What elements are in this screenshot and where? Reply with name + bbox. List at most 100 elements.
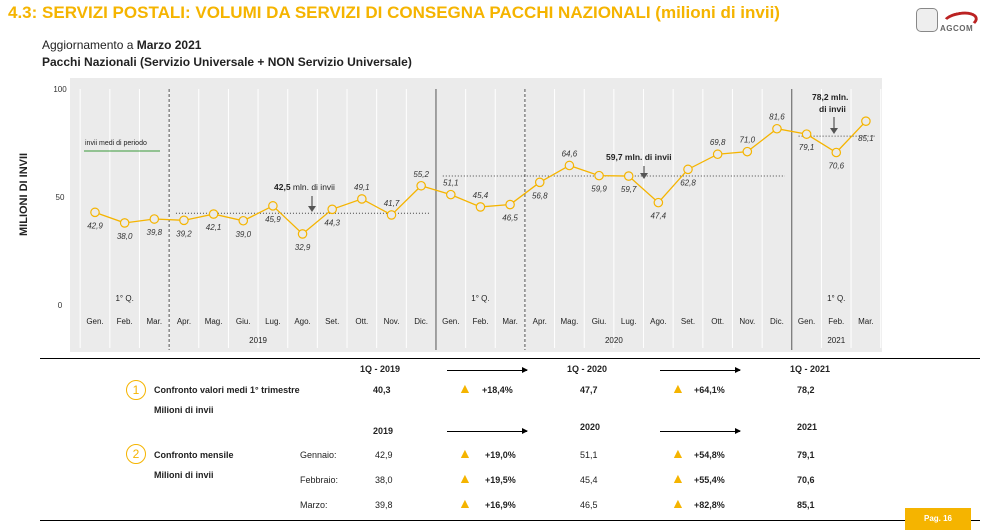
data-label: 70,6 <box>828 162 844 171</box>
row1-change-1: +18,4% <box>482 385 513 395</box>
quarter-label: 1° Q. <box>115 294 133 303</box>
x-tick-label: Mar. <box>147 317 163 326</box>
change-2021: +82,8% <box>694 500 725 510</box>
row1-header-2021: 1Q - 2021 <box>790 364 831 374</box>
x-tick-label: Gen. <box>86 317 103 326</box>
average-label-2019: 42,5 mln. di invii <box>274 182 335 192</box>
value-2021: 79,1 <box>797 450 815 460</box>
data-point <box>445 189 456 200</box>
data-point <box>238 215 249 226</box>
data-point <box>327 204 337 215</box>
data-point <box>801 129 812 139</box>
data-point <box>683 164 693 175</box>
row2-title: Confronto mensile <box>154 450 234 460</box>
change-2020: +19,5% <box>485 475 516 485</box>
data-label: 39,0 <box>235 230 251 239</box>
data-label: 32,9 <box>295 243 311 252</box>
data-label: 59,7 <box>621 185 637 194</box>
x-tick-label: Ago. <box>650 317 666 326</box>
arrow-up-icon: ▲ <box>458 380 472 396</box>
data-point <box>357 194 367 204</box>
data-label: 51,1 <box>443 179 459 188</box>
step-1-badge: 1 <box>126 380 146 400</box>
arrow-up-icon: ▲ <box>671 380 685 396</box>
arrow-right-icon <box>447 428 528 434</box>
data-label: 64,6 <box>562 149 578 158</box>
arrow-up-icon: ▲ <box>671 445 685 461</box>
x-tick-label: Giu. <box>236 317 251 326</box>
data-label: 59,9 <box>591 185 607 194</box>
x-tick-label: Dic. <box>414 317 428 326</box>
x-tick-label: Giu. <box>592 317 607 326</box>
x-tick-label: Feb. <box>117 317 133 326</box>
logo-text: AGCOM <box>940 24 974 33</box>
arrow-right-icon <box>660 428 741 434</box>
y-tick-label: 50 <box>56 193 65 202</box>
arrow-up-icon: ▲ <box>671 495 685 511</box>
arrow-up-icon: ▲ <box>458 470 472 486</box>
data-point <box>534 177 545 188</box>
x-tick-label: Feb. <box>828 317 844 326</box>
data-label: 71,0 <box>740 136 756 145</box>
average-label-2020: 59,7 mln. di invii <box>606 152 672 162</box>
x-tick-label: Set. <box>681 317 695 326</box>
arrow-right-icon <box>660 367 741 373</box>
year-label: 2020 <box>605 336 623 345</box>
step-2-badge: 2 <box>126 444 146 464</box>
row1-value-2019: 40,3 <box>373 385 391 395</box>
value-2020: 51,1 <box>580 450 598 460</box>
separator-bottom <box>40 520 980 521</box>
row2-header-2019: 2019 <box>373 426 394 436</box>
data-point <box>653 197 664 208</box>
quarter-label: 1° Q. <box>471 294 489 303</box>
data-point <box>712 149 723 160</box>
x-tick-label: Feb. <box>472 317 488 326</box>
data-point <box>623 171 634 181</box>
change-2021: +55,4% <box>694 475 725 485</box>
data-label: 46,5 <box>502 214 518 223</box>
average-label-2021-line2: di invii <box>819 104 846 114</box>
update-note: Aggiornamento a Marzo 2021 <box>42 38 201 52</box>
arrow-right-icon <box>447 367 528 373</box>
data-label: 45,9 <box>265 215 281 224</box>
agcom-logo: AGCOM <box>940 9 980 33</box>
chart-subtitle: Pacchi Nazionali (Servizio Universale + … <box>42 55 412 69</box>
data-point <box>861 116 871 126</box>
arrow-down-icon <box>830 128 838 134</box>
data-label: 49,1 <box>354 183 370 192</box>
row2-header-2021: 2021 <box>797 422 818 432</box>
data-label: 62,8 <box>680 178 696 187</box>
value-2020: 45,4 <box>580 475 598 485</box>
line-chart: 0 50 100 invii medi di periodo 42,5 mln. di … <box>53 85 882 350</box>
page-title: 4.3: SERVIZI POSTALI: VOLUMI DA SERVIZI … <box>8 3 780 22</box>
row1-subtitle: Milioni di invii <box>154 405 214 415</box>
value-2021: 85,1 <box>797 500 815 510</box>
data-point <box>386 210 397 220</box>
change-2020: +19,0% <box>485 450 516 460</box>
emblem-logo <box>916 8 938 32</box>
data-label: 42,1 <box>206 223 222 232</box>
data-point <box>772 123 782 134</box>
data-point <box>594 170 604 181</box>
row1-value-2021: 78,2 <box>797 385 815 395</box>
data-label: 55,2 <box>413 170 429 179</box>
arrow-down-icon <box>640 173 648 179</box>
x-tick-label: Mar. <box>502 317 518 326</box>
value-2021: 70,6 <box>797 475 815 485</box>
x-tick-label: Mar. <box>858 317 874 326</box>
data-point <box>742 146 753 157</box>
month-label: Gennaio: <box>300 450 337 460</box>
data-label: 39,2 <box>176 229 192 238</box>
x-tick-label: Lug. <box>265 317 281 326</box>
data-point <box>149 214 160 224</box>
average-label-2021-line1: 78,2 mln. <box>812 92 848 102</box>
row2-subtitle: Milioni di invii <box>154 470 214 480</box>
value-2019: 42,9 <box>375 450 393 460</box>
value-2019: 38,0 <box>375 475 393 485</box>
arrow-up-icon: ▲ <box>458 445 472 461</box>
data-point <box>119 218 130 228</box>
month-label: Marzo: <box>300 500 328 510</box>
x-tick-label: Set. <box>325 317 339 326</box>
data-point <box>475 202 486 212</box>
data-point <box>564 160 575 171</box>
